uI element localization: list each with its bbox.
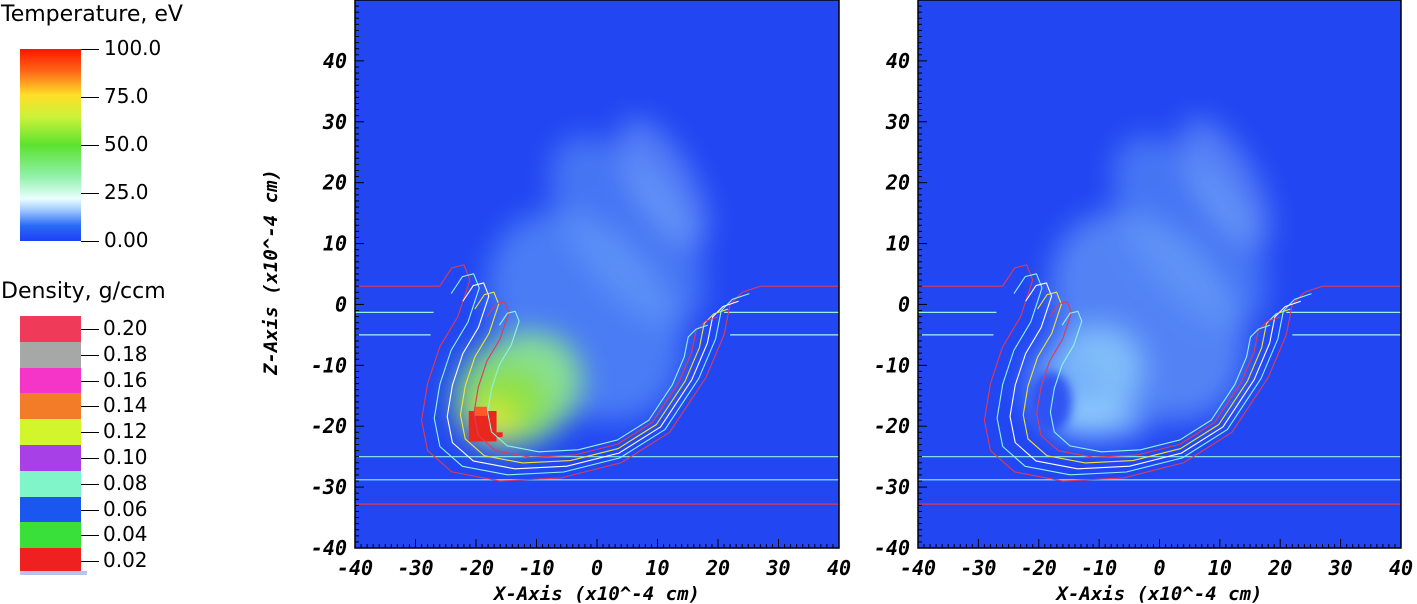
x-axis-label: X-Axis (x10^-4 cm) [1055,583,1263,604]
x-tick-label: -20 [458,556,494,580]
density-legend-tick [81,380,99,382]
y-tick-label: -10 [874,353,910,377]
minor-ticks [354,0,840,549]
temperature-colorbar-tick [81,193,99,194]
density-legend-base [20,571,87,575]
interface-lines [355,285,839,505]
x-axis-label: X-Axis (x10^-4 cm) [492,583,700,604]
y-tick-label: 10 [886,232,910,256]
interface-lines [918,285,1401,505]
temperature-colorbar-label: 0.00 [104,228,149,252]
y-tick-label: -30 [874,475,910,499]
x-tick-label: 0 [591,556,603,580]
density-swatch [20,496,81,523]
temperature-colorbar [20,49,81,241]
x-tick-label: -40 [337,556,373,580]
density-legend-tick [81,457,99,459]
density-legend-tick [81,483,99,485]
density-swatch [20,419,81,445]
density-legend-label: 0.18 [103,341,148,366]
y-tick-label: -20 [311,414,347,438]
temperature-colorbar-label: 75.0 [104,84,149,108]
x-tick-label: 10 [1208,556,1232,580]
x-tick-label: 0 [1153,556,1165,580]
temperature-colorbar-tick [81,49,99,50]
density-swatch [20,316,81,342]
y-tick-label: 20 [885,171,910,195]
temperature-colorbar-label: 25.0 [104,180,149,204]
density-legend-label: 0.16 [103,367,148,392]
x-tick-label: 30 [1328,556,1353,580]
density-legend-label: 0.20 [103,315,148,340]
density-legend-label: 0.12 [103,419,148,444]
y-tick-label: -30 [311,475,347,499]
x-tick-label: 20 [1267,556,1292,580]
y-tick-label: 40 [886,49,910,73]
density-legend-label: 0.04 [103,522,148,547]
density-legend-label: 0.14 [103,393,148,418]
y-tick-label: 20 [322,171,347,195]
y-tick-label: 40 [323,49,347,73]
density-contours [983,264,1323,482]
y-tick-label: -40 [311,536,347,560]
density-legend-label: 0.10 [103,444,148,469]
y-tick-label: 30 [885,110,910,134]
x-tick-label: 40 [1389,556,1413,580]
density-legend-tick [81,509,99,511]
density-swatch [20,522,81,549]
density-swatch [20,393,81,420]
density-swatch [20,341,81,368]
y-tick-label: 0 [335,292,347,316]
temperature-colorbar-tick [81,145,99,146]
y-tick-label: 30 [322,110,347,134]
x-tick-label: -10 [1081,556,1117,580]
y-tick-label: -10 [311,353,347,377]
x-tick-label: 10 [645,556,669,580]
density-legend-tick [81,328,99,330]
temperature-plot-right: -40 -30 -20 -10 0 10 20 30 40 -40 -30 -20 -10 0 10 20 30… [874,0,1413,604]
hotspot-marker [468,406,503,442]
density-swatch [20,367,81,394]
y-tick-label: 10 [323,232,347,256]
temperature-field [918,117,1401,505]
density-legend-tick [81,535,99,537]
x-tick-label: -40 [900,556,936,580]
y-tick-label: 0 [898,292,910,316]
density-legend-tick [81,432,99,434]
density-legend-label: 0.08 [103,470,148,495]
density-legend-title: Density, g/ccm [1,279,166,304]
density-legend-label: 0.06 [103,496,148,521]
temperature-plot-left: -40 -30 -20 -10 0 10 20 30 40 -40 -30 -20 -10 0 10 20 30… [260,0,851,604]
x-tick-label: -10 [518,556,554,580]
temperature-colorbar-label: 50.0 [104,132,149,156]
density-legend-tick [81,406,99,408]
density-swatch [20,470,81,497]
density-legend-tick [81,561,99,563]
x-tick-label: -30 [397,556,433,580]
density-legend-tick [81,354,99,356]
x-tick-label: 40 [827,556,851,580]
density-swatch [20,445,81,471]
x-tick-label: 20 [705,556,730,580]
y-axis-label: Z-Axis (x10^-4 cm) [260,169,282,376]
minor-ticks [917,0,1402,549]
density-contours [421,264,761,482]
temperature-colorbar-tick [81,241,99,242]
temperature-colorbar-label: 100.0 [104,36,162,60]
temperature-colorbar-tick [81,97,99,98]
temperature-field [355,117,839,505]
x-tick-label: -30 [960,556,996,580]
temperature-legend-title: Temperature, eV [1,2,183,27]
x-tick-label: 30 [765,556,790,580]
y-tick-label: -40 [874,536,910,560]
density-swatch [20,548,81,574]
y-tick-label: -20 [874,414,910,438]
x-tick-label: -20 [1021,556,1057,580]
density-legend-label: 0.02 [103,548,148,573]
